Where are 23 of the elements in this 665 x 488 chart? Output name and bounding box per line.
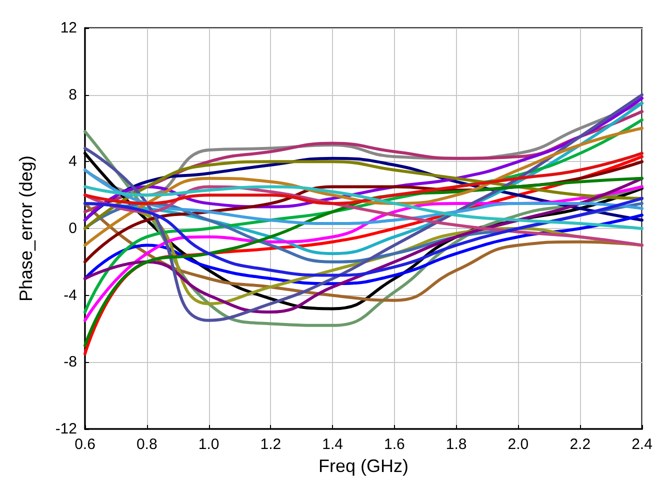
y-tick-label: -8: [64, 354, 77, 371]
line-series: [84, 152, 644, 205]
x-axis-title: Freq (GHz): [318, 456, 408, 476]
x-tick-label: 1.4: [322, 436, 343, 453]
y-tick-label: 4: [68, 153, 77, 170]
y-tick-label: -4: [64, 286, 77, 304]
line-series: [84, 168, 644, 225]
y-tick-label: 8: [68, 86, 77, 104]
x-tick-label: 1.2: [260, 436, 282, 453]
line-series: [84, 196, 644, 277]
line-series: [84, 185, 644, 230]
x-tick-label: 2.0: [508, 436, 529, 453]
x-tick-label: 0.8: [136, 436, 158, 453]
x-tick-label: 0.6: [74, 436, 96, 453]
x-tick-label: 2.2: [570, 436, 591, 453]
y-tick-label: 12: [60, 20, 77, 36]
y-axis-title: Phase_error (deg): [16, 155, 36, 302]
y-tick-label: -12: [55, 420, 77, 438]
x-tick-label: 1.0: [198, 436, 220, 453]
y-tick-label: 0: [68, 220, 77, 237]
x-tick-label: 1.8: [446, 436, 467, 453]
x-tick-label: 2.4: [632, 436, 652, 453]
x-tick-label: 1.6: [384, 436, 405, 453]
